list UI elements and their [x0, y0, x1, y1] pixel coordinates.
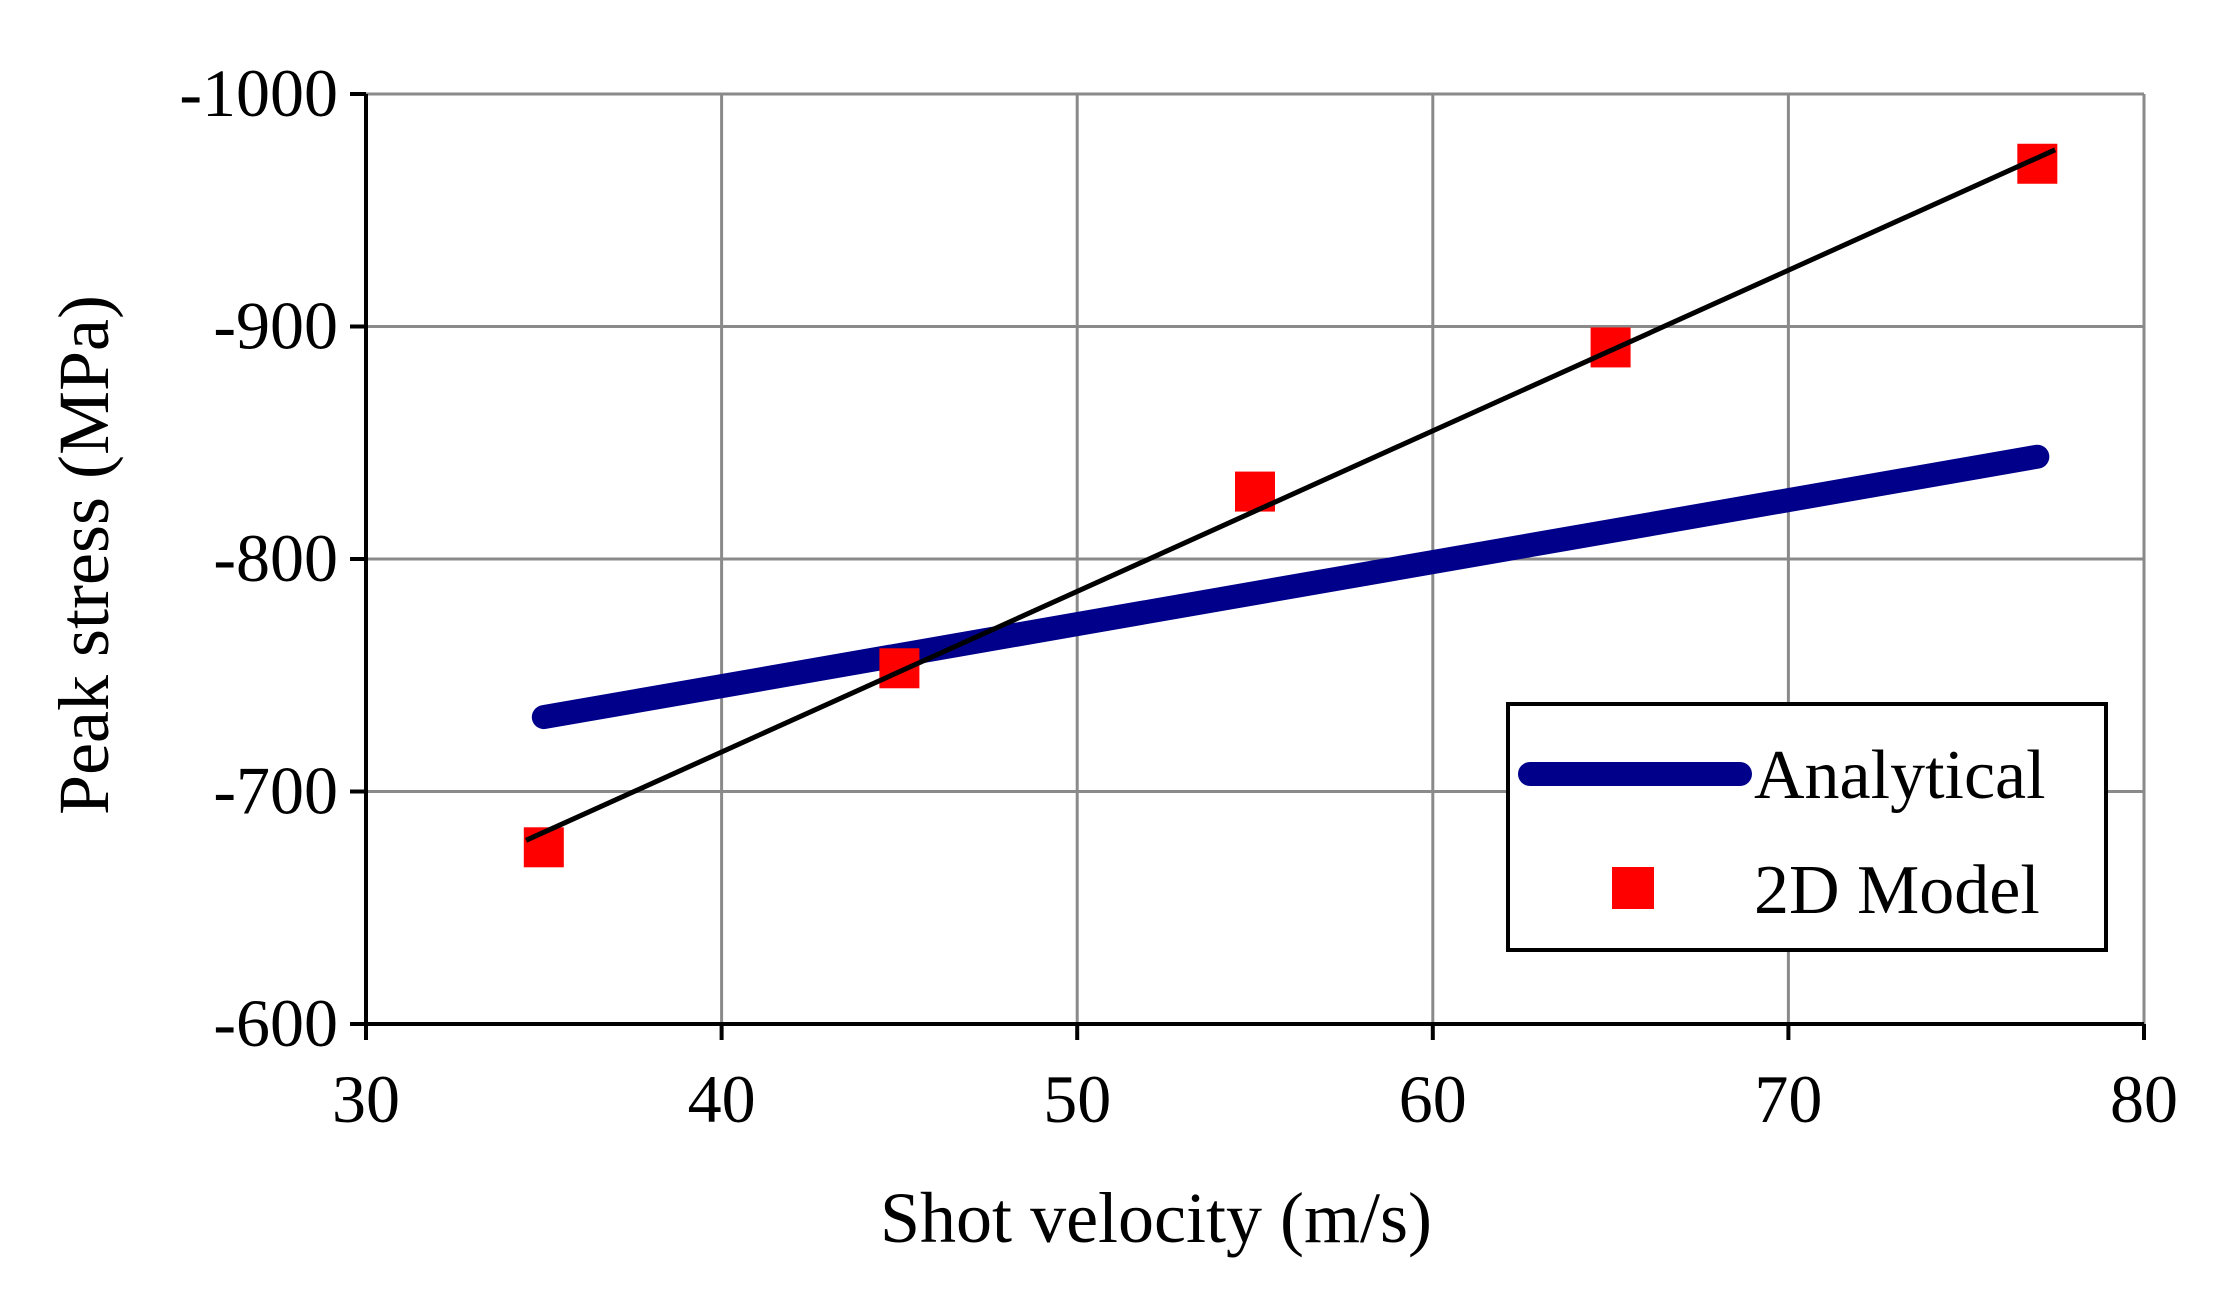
legend-2d-model-label: 2D Model — [1754, 852, 2040, 929]
analytical-line — [531, 444, 2050, 730]
legend-analytical-label: Analytical — [1754, 737, 2046, 814]
y-axis-title: Peak stress (MPa) — [44, 295, 124, 815]
y-tick-label: -900 — [213, 288, 338, 364]
legend-box — [1506, 702, 2108, 952]
grid — [366, 92, 2146, 1024]
y-tick-label: -800 — [213, 520, 338, 596]
series-layer — [523, 143, 2058, 868]
x-tick-label: 50 — [1043, 1061, 1111, 1137]
ticks: 30 40 50 60 70 80 -600 -700 -800 -900 -1000 — [179, 55, 2178, 1137]
2d-model-point — [879, 648, 920, 689]
x-tick-label: 60 — [1399, 1061, 1467, 1137]
y-tick-label: -700 — [213, 753, 338, 829]
x-tick-label: 30 — [332, 1061, 400, 1137]
y-tick-label: -1000 — [179, 55, 338, 131]
x-tick-label: 40 — [688, 1061, 756, 1137]
2d-model-point — [1590, 327, 1631, 368]
y-tick-label: -600 — [213, 985, 338, 1061]
x-tick-label: 70 — [1754, 1061, 1822, 1137]
x-tick-label: 80 — [2110, 1061, 2178, 1137]
legend: Analytical 2D Model — [1506, 702, 2108, 952]
legend-2d-model-swatch — [1612, 867, 1654, 909]
trendline — [524, 147, 2057, 843]
x-axis-title: Shot velocity (m/s) — [880, 1178, 1432, 1258]
